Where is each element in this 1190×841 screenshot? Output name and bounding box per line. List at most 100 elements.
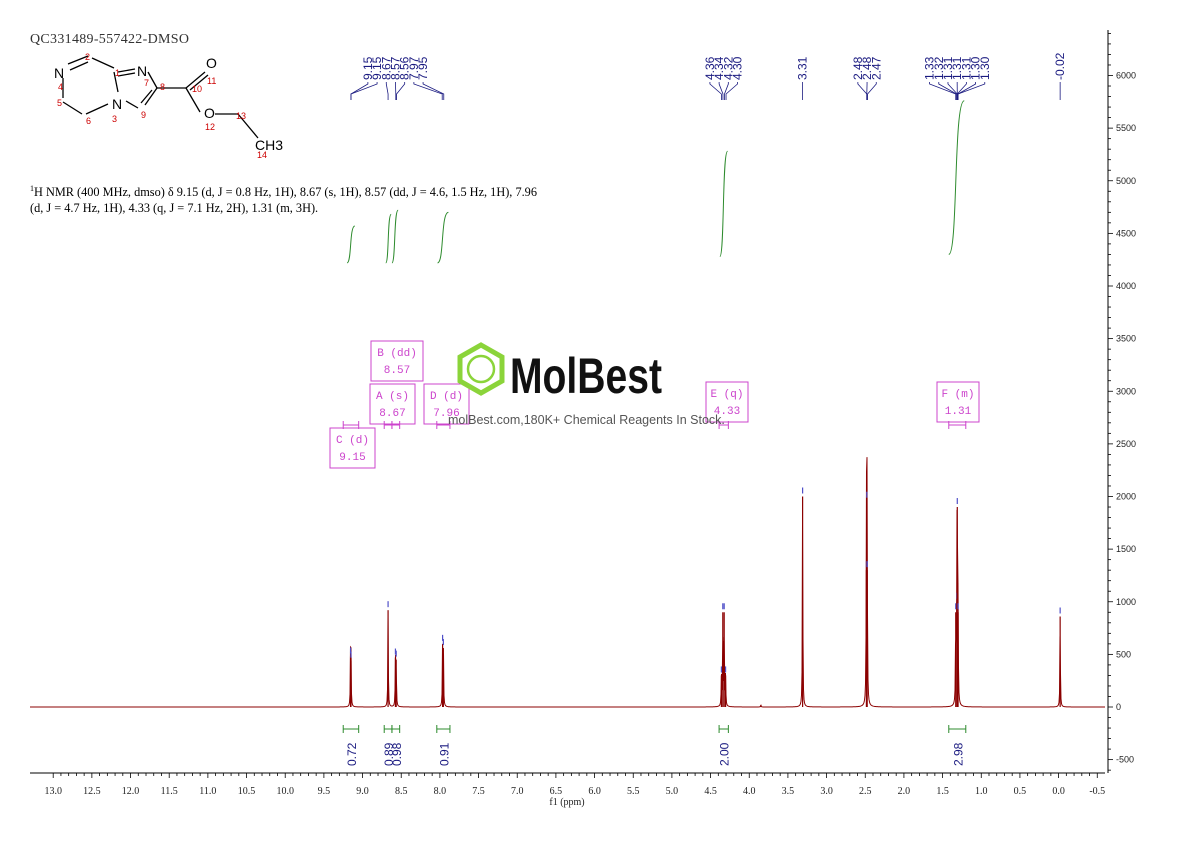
molbest-logo: MolBest — [457, 342, 662, 404]
sample-id: QC331489-557422-DMSO — [30, 32, 190, 47]
atom-ch3: CH3 — [255, 137, 283, 153]
atom-number-6: 6 — [86, 116, 91, 126]
x-tick-label: 5.0 — [666, 786, 679, 797]
x-tick-label: 1.5 — [936, 786, 949, 797]
nmr-line-2: (d, J = 4.7 Hz, 1H), 4.33 (q, J = 7.1 Hz… — [30, 201, 319, 216]
peak-label: 1.32 — [932, 56, 946, 80]
nmr-line-1: H NMR (400 MHz, dmso) δ 9.15 (d, J = 0.8… — [34, 185, 537, 200]
x-tick-label: 11.0 — [199, 786, 216, 797]
integral-value: 0.72 — [345, 742, 359, 766]
atom-number-10: 10 — [192, 84, 202, 94]
molbest-ring-icon — [466, 354, 496, 384]
peak-label-connector — [857, 82, 868, 100]
x-tick-label: 4.5 — [704, 786, 717, 797]
integral-curve — [346, 225, 356, 264]
y-tick-label: 500 — [1116, 649, 1131, 659]
peak-label: 4.36 — [703, 56, 717, 80]
y-tick-label: 3000 — [1116, 386, 1136, 396]
peak-label: 1.31 — [950, 56, 964, 80]
x-tick-label: 0.0 — [1052, 786, 1065, 797]
x-tick-label: 9.5 — [318, 786, 331, 797]
multiplet-box — [936, 381, 980, 423]
integral-value: 0.98 — [390, 742, 404, 766]
atom-number-8: 8 — [160, 82, 165, 92]
peak-label: 9.15 — [370, 56, 384, 80]
multiplet-shift: 4.33 — [714, 406, 740, 418]
x-tick-label: 13.0 — [44, 786, 62, 797]
multiplet-label: D (d) — [430, 391, 463, 403]
atom-n7: N — [137, 63, 147, 79]
peak-label: 4.34 — [712, 56, 726, 80]
x-tick-label: 3.0 — [820, 786, 833, 797]
nmr-description: 1H NMR (400 MHz, dmso) δ 9.15 (d, J = 0.… — [30, 181, 630, 216]
x-tick-label: 10.0 — [276, 786, 294, 797]
atom-number-12: 12 — [205, 122, 215, 132]
peak-label: 7.97 — [407, 56, 421, 80]
peak-label: 1.33 — [923, 56, 937, 80]
atom-number-3: 3 — [112, 114, 117, 124]
peak-label-connector — [350, 82, 378, 100]
multiplet-box — [705, 381, 749, 423]
integral-curve — [948, 100, 965, 255]
peak-label: 2.48 — [851, 56, 865, 80]
multiplet-label: B (dd) — [377, 348, 417, 360]
x-tick-label: 2.0 — [898, 786, 911, 797]
y-tick-label: 5000 — [1116, 176, 1136, 186]
peak-label: 8.67 — [379, 56, 393, 80]
integral-curve — [719, 150, 729, 258]
y-tick-label: -500 — [1116, 755, 1134, 765]
multiplet-label: C (d) — [336, 435, 369, 447]
multiplet-shift: 8.57 — [384, 365, 410, 377]
peak-label: 1.30 — [978, 56, 992, 80]
peak-label-connector — [385, 82, 389, 100]
atom-number-11: 11 — [207, 76, 216, 86]
y-tick-label: 5500 — [1116, 123, 1136, 133]
integral-curve — [437, 211, 449, 264]
y-tick-label: 4000 — [1116, 281, 1136, 291]
multiplet-shift: 7.96 — [433, 408, 459, 420]
atom-n3: N — [112, 96, 122, 112]
y-tick-label: 2500 — [1116, 439, 1136, 449]
integral-curve — [391, 209, 399, 264]
peak-label-connector — [396, 82, 406, 100]
x-tick-label: 8.5 — [395, 786, 408, 797]
multiplet-label: F (m) — [941, 389, 974, 401]
multiplet-box — [329, 427, 376, 469]
y-tick-label: 2000 — [1116, 492, 1136, 502]
peak-label-connector — [867, 82, 877, 100]
peak-label: 2.48 — [860, 56, 874, 80]
peak-label: 1.31 — [941, 56, 955, 80]
atom-number-14: 14 — [257, 150, 267, 160]
y-tick-label: 0 — [1116, 702, 1121, 712]
x-tick-label: 6.5 — [550, 786, 563, 797]
y-tick-label: 1000 — [1116, 597, 1136, 607]
atom-number-4: 4 — [58, 82, 63, 92]
atom-o12: O — [204, 105, 215, 121]
peak-label: 1.31 — [959, 56, 973, 80]
x-tick-label: 2.5 — [859, 786, 872, 797]
x-tick-label: 12.5 — [83, 786, 101, 797]
x-tick-label: 3.5 — [782, 786, 795, 797]
integral-curve — [385, 213, 392, 264]
peak-label: 1.30 — [969, 56, 983, 80]
x-tick-label: 8.0 — [434, 786, 447, 797]
x-tick-label: 12.0 — [122, 786, 140, 797]
x-tick-label: 7.5 — [472, 786, 485, 797]
chemical-structure — [62, 55, 259, 139]
peak-label: -0.02 — [1053, 52, 1067, 80]
atom-number-5: 5 — [57, 98, 62, 108]
atom-number-1: 1 — [115, 68, 120, 78]
multiplet-label: A (s) — [376, 391, 409, 403]
peak-label: 3.31 — [796, 56, 810, 80]
atom-number-9: 9 — [141, 110, 146, 120]
structure-labels: N N N O O CH3 1 2 3 4 5 6 7 8 9 10 11 12… — [54, 52, 283, 160]
peak-label-connector — [957, 82, 986, 100]
multiplet-box — [370, 340, 424, 382]
peak-label-connector — [929, 82, 957, 100]
x-tick-label: 1.0 — [975, 786, 988, 797]
peak-label-connector — [718, 82, 724, 100]
watermark-tagline: molBest.com,180K+ Chemical Reagents In S… — [448, 413, 725, 427]
nmr-superscript: 1 — [30, 184, 34, 193]
multiplet-shift: 8.67 — [379, 408, 405, 420]
